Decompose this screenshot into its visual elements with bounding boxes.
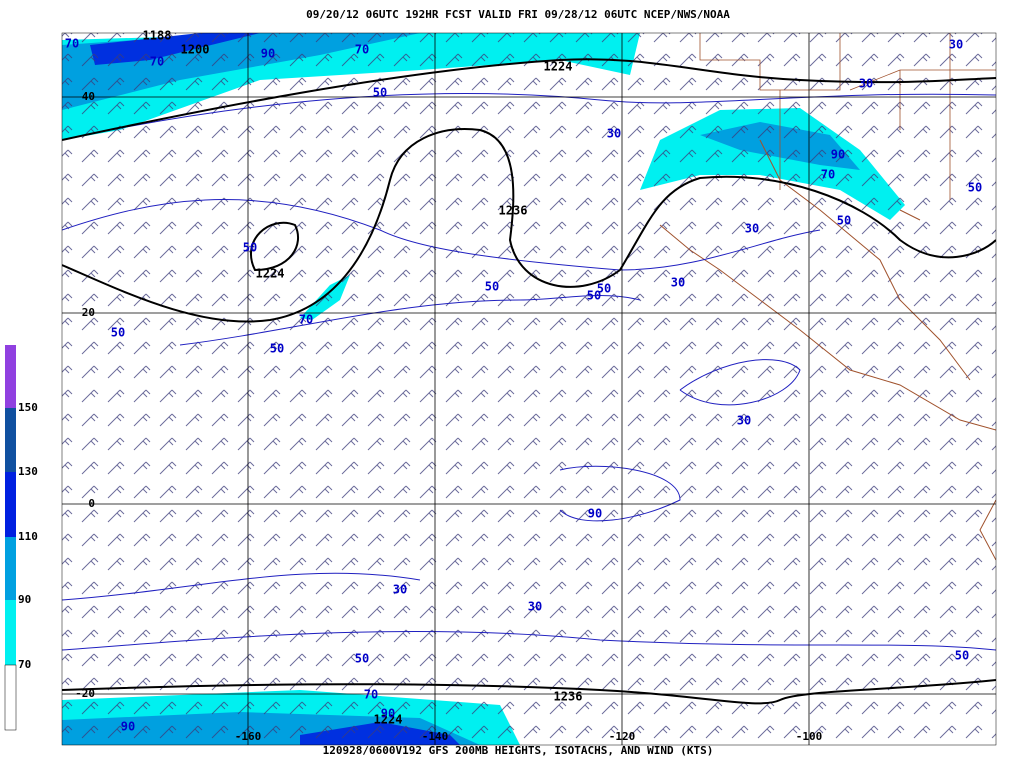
latitude-label: -20: [75, 687, 95, 700]
isotach-label: 30: [859, 77, 873, 91]
isotach-label: 90: [588, 507, 602, 521]
isotach-label: 70: [355, 43, 369, 57]
legend-label: 150: [18, 401, 38, 414]
isotach-label: 50: [955, 649, 969, 663]
isotach-label: 30: [671, 276, 685, 290]
isotach-label: 90: [831, 148, 845, 162]
isotach-label: 90: [381, 707, 395, 721]
legend-swatch: [5, 472, 16, 537]
isotach-label: 70: [299, 313, 313, 327]
isotach-label: 90: [121, 720, 135, 734]
height-label: 1224: [256, 267, 285, 281]
isotach-label: 70: [150, 55, 164, 69]
isotach-label: 30: [393, 583, 407, 597]
isotach-label: 50: [968, 181, 982, 195]
wind-barbs: [62, 33, 996, 745]
isotach-label: 50: [587, 289, 601, 303]
isotach-label: 70: [364, 688, 378, 702]
legend-swatch: [5, 537, 16, 600]
legend-label: 110: [18, 530, 38, 543]
legend-label: 90: [18, 593, 31, 606]
height-label: 1200: [181, 43, 210, 57]
longitude-label: -140: [422, 730, 449, 743]
isotach-label: 30: [737, 414, 751, 428]
height-contour: [62, 679, 996, 705]
borders: [699, 33, 996, 200]
latitude-label: 20: [82, 306, 95, 319]
isotach-label: 50: [111, 326, 125, 340]
isotach-label: 30: [607, 127, 621, 141]
isotach-label: 70: [65, 37, 79, 51]
graticule: [62, 33, 996, 745]
isotach-label: 50: [485, 280, 499, 294]
height-label: 1188: [143, 29, 172, 43]
height-label: 1224: [374, 713, 403, 727]
coastline: [659, 139, 996, 561]
isotach-label: 50: [355, 652, 369, 666]
height-contour: [62, 58, 996, 141]
header-title: 09/20/12 06UTC 192HR FCST VALID FRI 09/2…: [306, 8, 730, 21]
latitude-label: 40: [82, 90, 95, 103]
map-area: [62, 33, 996, 745]
legend-swatch: [4, 664, 17, 731]
isotach-label: 50: [270, 342, 284, 356]
isotach-label: 70: [821, 168, 835, 182]
isotach-label: 30: [528, 600, 542, 614]
isotach-lines: [62, 93, 996, 651]
legend-label: 130: [18, 465, 38, 478]
legend-label: 70: [18, 658, 31, 671]
footer-caption: 120928/0600V192 GFS 200MB HEIGHTS, ISOTA…: [323, 744, 714, 757]
map-frame: [61, 32, 997, 746]
isotach-label: 50: [597, 282, 611, 296]
longitude-label: -120: [609, 730, 636, 743]
legend-swatch: [5, 345, 16, 408]
latitude-label: 0: [88, 497, 95, 510]
isotach-label: 90: [261, 47, 275, 61]
isotach-label: 30: [745, 222, 759, 236]
longitude-label: -100: [796, 730, 823, 743]
isotach-label: 30: [949, 38, 963, 52]
legend-swatch: [5, 408, 16, 472]
height-label: 1236: [499, 204, 528, 218]
height-label: 1236: [554, 690, 583, 704]
longitude-label: -160: [235, 730, 262, 743]
height-contour: [250, 221, 300, 272]
isotach-label: 50: [373, 86, 387, 100]
legend-swatch: [5, 600, 16, 665]
height-label: 1224: [544, 60, 573, 74]
isotach-label: 50: [837, 214, 851, 228]
isotach-label: 50: [243, 241, 257, 255]
